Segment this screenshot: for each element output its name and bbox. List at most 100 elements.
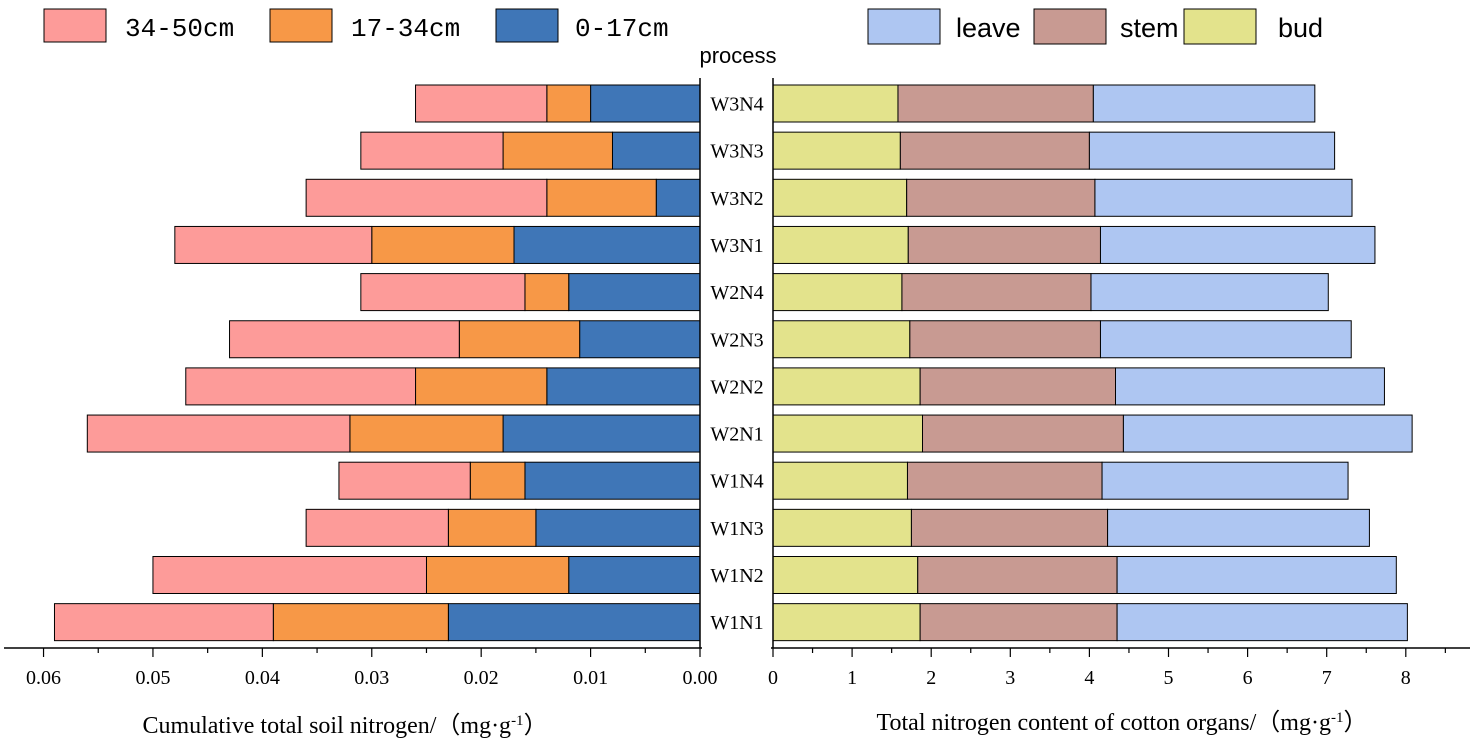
bar-left-W2N3-0-17cm [579, 320, 701, 359]
right-tick-label-2: 2 [926, 667, 936, 689]
bar-right-W2N2-stem [919, 367, 1117, 406]
bar-left-W3N2-17-34cm [546, 178, 657, 217]
legend-label-stem: stem [1120, 13, 1179, 43]
left-tick-label-0: 0.06 [26, 667, 61, 689]
category-axis-title: process [699, 43, 776, 68]
bar-left-W3N1-34-50cm [174, 225, 373, 264]
right-tick-label-1: 1 [847, 667, 857, 689]
bar-right-W2N2-bud [772, 367, 921, 406]
legend-swatch-leave [867, 8, 941, 45]
bar-left-W2N1-17-34cm [349, 414, 504, 453]
bar-right-W3N2-stem [906, 178, 1096, 217]
left-x-axis-title-text: Cumulative total soil nitrogen/（mg·g [142, 713, 511, 739]
bar-left-W1N1-17-34cm [272, 603, 449, 642]
bar-left-W3N3-17-34cm [502, 131, 613, 170]
bar-left-W1N2-34-50cm [152, 556, 427, 594]
right-chart-bars [772, 78, 1413, 648]
bar-right-W2N3-stem [909, 320, 1101, 359]
bar-right-W1N3-leave [1107, 508, 1370, 547]
bar-right-W2N3-leave [1099, 320, 1352, 359]
bar-right-W1N1-bud [772, 603, 921, 642]
bar-left-W1N3-17-34cm [447, 508, 537, 547]
legend-label-34-50cm: 34-50cm [125, 14, 234, 44]
bar-right-W3N1-bud [772, 225, 909, 264]
bar-right-W3N4-leave [1092, 84, 1316, 123]
bar-left-W1N2-17-34cm [425, 556, 570, 594]
right-x-axis-title: Total nitrogen content of cotton organs/… [877, 710, 1368, 736]
bar-right-W2N1-leave [1122, 414, 1413, 453]
bar-right-W3N1-leave [1099, 225, 1376, 264]
bar-right-W1N3-bud [772, 508, 912, 547]
category-label-W1N4: W1N4 [710, 471, 763, 493]
left-tick-label-2: 0.04 [245, 667, 280, 689]
category-label-W1N2: W1N2 [710, 565, 763, 587]
bar-left-W3N3-34-50cm [360, 131, 504, 170]
bar-left-W1N4-17-34cm [469, 461, 526, 500]
bar-right-W1N1-stem [919, 603, 1118, 642]
bar-right-W1N4-bud [772, 461, 908, 500]
bar-right-W3N2-leave [1094, 178, 1353, 217]
right-x-axis-title-sup: -1 [1331, 710, 1344, 726]
legend-swatch-0-17cm [495, 8, 559, 43]
category-label-W3N2: W3N2 [710, 188, 763, 210]
category-label-W2N2: W2N2 [710, 376, 763, 398]
bar-right-W2N4-stem [901, 273, 1092, 312]
category-label-W3N4: W3N4 [710, 94, 763, 116]
legend-label-0-17cm: 0-17cm [575, 14, 669, 44]
legend-label-leave: leave [956, 13, 1021, 43]
bar-left-W3N4-34-50cm [415, 84, 548, 123]
category-label-W2N4: W2N4 [710, 282, 763, 304]
right-tick-label-8: 8 [1401, 667, 1411, 689]
left-chart-bars [53, 78, 701, 648]
bar-left-W1N3-0-17cm [535, 508, 701, 547]
category-label-W1N1: W1N1 [710, 612, 763, 634]
bar-right-W1N3-stem [910, 508, 1109, 547]
right-tick-label-0: 0 [768, 667, 778, 689]
bar-left-W1N3-34-50cm [305, 508, 449, 547]
category-label-W3N1: W3N1 [710, 235, 763, 257]
right-tick-label-5: 5 [1164, 667, 1174, 689]
bar-right-W3N2-bud [772, 178, 908, 217]
legend-label-bud: bud [1278, 13, 1323, 43]
left-tick-label-1: 0.05 [135, 667, 170, 689]
bar-left-W3N3-0-17cm [611, 131, 701, 170]
right-x-axis-title-end: ） [1343, 710, 1367, 736]
bar-right-W3N3-leave [1088, 131, 1336, 170]
bar-right-W2N1-bud [772, 414, 923, 453]
bar-right-W1N2-stem [917, 556, 1118, 594]
category-labels: W3N4 W3N3 W3N2 W3N1 W2N4 W2N3 W2N2 W2N1 W1N4 W1N3… [710, 94, 763, 635]
legend-swatch-34-50cm [43, 8, 107, 43]
right-tick-label-6: 6 [1243, 667, 1253, 689]
bar-left-W2N4-34-50cm [360, 273, 526, 312]
bar-right-W1N4-stem [906, 461, 1103, 500]
bar-right-W1N4-leave [1101, 461, 1349, 500]
left-x-axis-title-end: ） [524, 713, 548, 739]
legend-swatch-stem [1033, 8, 1107, 45]
bar-right-W3N3-bud [772, 131, 901, 170]
left-tick-label-4: 0.02 [464, 667, 499, 689]
right-tick-label-3: 3 [1005, 667, 1015, 689]
legend-swatch-bud [1183, 8, 1257, 45]
bar-left-W2N2-34-50cm [185, 367, 417, 406]
right-legend: leave stem bud [867, 8, 1323, 45]
left-x-axis: 0.06 0.05 0.04 0.03 0.02 0.01 0.00 [4, 647, 718, 689]
bar-right-W2N1-stem [921, 414, 1124, 453]
category-label-W3N3: W3N3 [710, 141, 763, 163]
bar-left-W3N1-17-34cm [371, 225, 515, 264]
bar-right-W3N4-stem [897, 84, 1094, 123]
bar-right-W2N3-bud [772, 320, 911, 359]
bar-left-W2N2-17-34cm [415, 367, 548, 406]
legend-swatch-17-34cm [269, 8, 333, 43]
bar-left-W3N1-0-17cm [513, 225, 701, 264]
left-x-axis-title-sup: -1 [511, 713, 524, 729]
bar-left-W2N4-17-34cm [524, 273, 570, 312]
left-legend: 34-50cm 17-34cm 0-17cm [43, 8, 669, 44]
bar-left-W1N4-34-50cm [338, 461, 471, 500]
category-label-W1N3: W1N3 [710, 518, 763, 540]
category-label-W2N3: W2N3 [710, 329, 763, 351]
bar-left-W2N3-17-34cm [458, 320, 581, 359]
bar-right-W2N2-leave [1115, 367, 1385, 406]
left-tick-label-3: 0.03 [354, 667, 389, 689]
right-tick-label-4: 4 [1084, 667, 1094, 689]
